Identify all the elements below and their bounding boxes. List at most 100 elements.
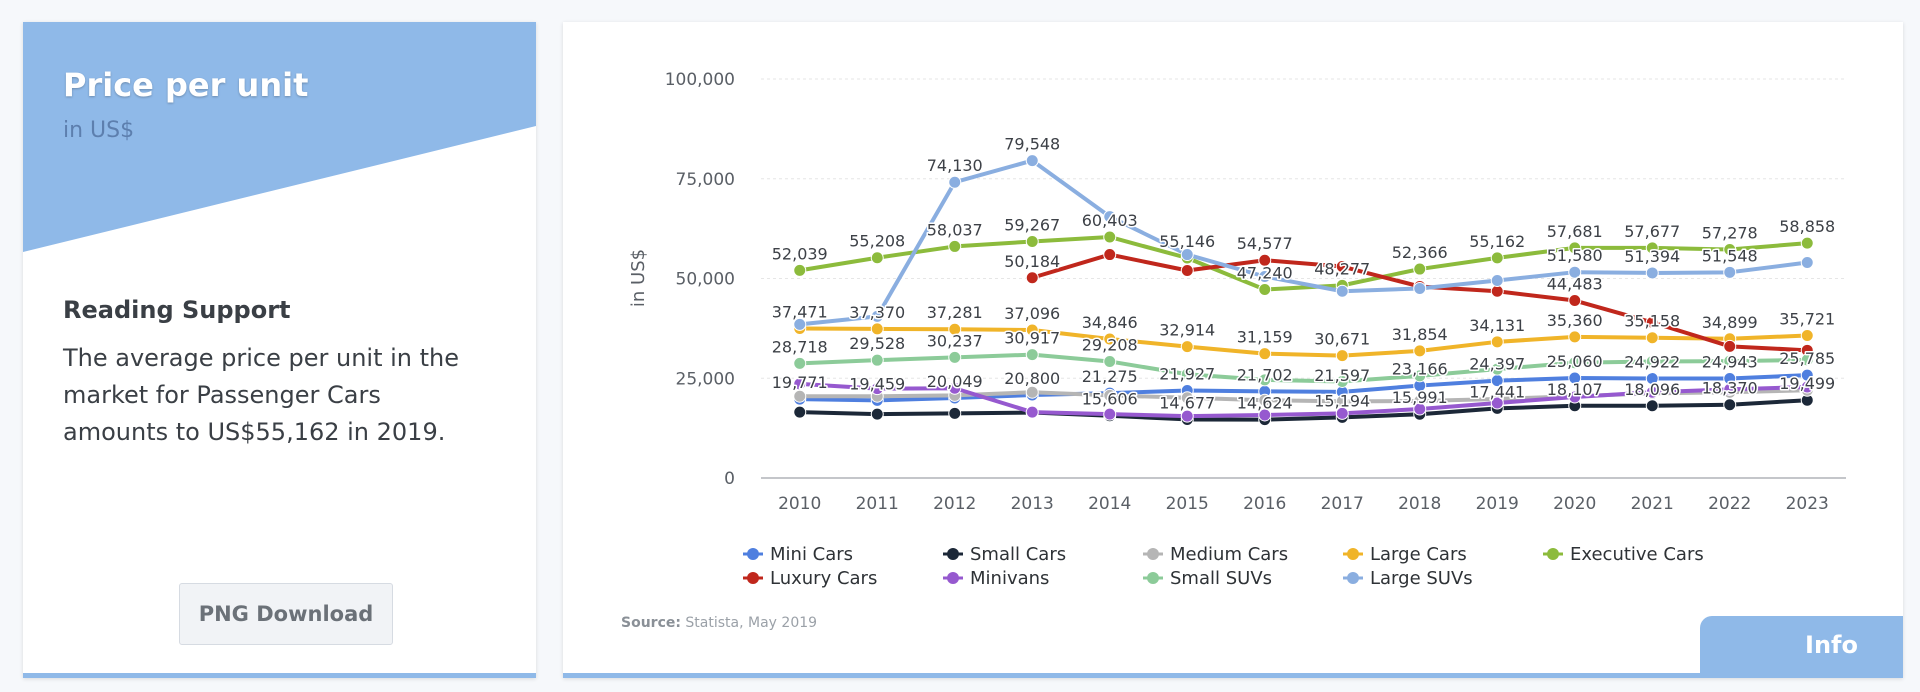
legend-marker: [1147, 548, 1159, 560]
data-point: [1103, 354, 1117, 368]
data-point: [1180, 264, 1194, 278]
legend-marker: [747, 548, 759, 560]
data-point: [1723, 339, 1737, 353]
data-point: [948, 406, 962, 420]
x-tick-label: 2010: [778, 494, 821, 514]
data-point: [948, 381, 962, 395]
data-label: 51,394: [1624, 247, 1680, 266]
data-point: [1180, 367, 1194, 381]
legend-label: Large Cars: [1370, 544, 1467, 565]
data-label: 52,366: [1392, 243, 1448, 262]
data-point: [1490, 362, 1504, 376]
data-point: [948, 322, 962, 336]
data-label: 51,580: [1547, 246, 1603, 265]
data-point: [1335, 349, 1349, 363]
data-point: [1645, 385, 1659, 399]
legend-marker: [1347, 548, 1359, 560]
data-point: [1568, 356, 1582, 370]
data-point: [1645, 399, 1659, 413]
data-point: [870, 309, 884, 323]
data-label: 57,681: [1547, 222, 1603, 241]
data-label: 21,702: [1237, 365, 1293, 384]
data-point: [1258, 393, 1272, 407]
data-label: 31,159: [1237, 328, 1293, 347]
data-point: [1335, 406, 1349, 420]
data-label: 57,278: [1702, 223, 1758, 242]
data-label: 15,606: [1082, 390, 1138, 409]
line-chart: 0 25,000 50,000 75,000 100,000 2010 2011 2012 20…: [628, 70, 1846, 589]
series-line: [797, 158, 1810, 327]
x-tick-label: 2012: [933, 494, 976, 514]
data-point: [1025, 323, 1039, 337]
data-point: [1103, 407, 1117, 421]
data-point: [1258, 270, 1272, 284]
data-label: 15,194: [1314, 391, 1370, 410]
data-point: [1800, 328, 1814, 342]
data-label: 50,184: [1004, 252, 1060, 271]
data-point: [1103, 230, 1117, 244]
data-label: 51,548: [1702, 246, 1758, 265]
x-tick-label: 2021: [1631, 494, 1674, 514]
data-label: 47,240: [1237, 264, 1293, 283]
data-label: 55,208: [849, 232, 905, 251]
data-point: [1490, 335, 1504, 349]
data-label: 34,899: [1702, 313, 1758, 332]
series-line: [797, 352, 1810, 384]
data-point: [1258, 347, 1272, 361]
y-axis-label: in US$: [628, 249, 649, 307]
data-label: 30,237: [927, 331, 983, 350]
x-tick-label: 2016: [1243, 494, 1286, 514]
data-point: [1645, 354, 1659, 368]
data-label: 37,471: [772, 302, 828, 321]
data-label: 48,277: [1314, 259, 1370, 278]
data-point: [1258, 253, 1272, 267]
data-point: [1258, 373, 1272, 387]
data-point: [1413, 344, 1427, 358]
data-point: [793, 356, 807, 370]
data-point: [870, 322, 884, 336]
legend-marker: [1347, 572, 1359, 584]
data-point: [1490, 251, 1504, 265]
data-point: [1025, 235, 1039, 249]
data-point: [1645, 372, 1659, 386]
series-line: [797, 398, 1810, 422]
data-label: 58,858: [1779, 217, 1835, 236]
data-label: 29,208: [1082, 335, 1138, 354]
y-tick-label: 25,000: [676, 369, 735, 389]
data-label: 55,146: [1159, 232, 1215, 251]
data-label: 30,917: [1004, 329, 1060, 348]
data-point: [870, 251, 884, 265]
data-label: 19,459: [849, 374, 905, 393]
data-point: [1103, 248, 1117, 262]
png-download-button[interactable]: PNG Download: [179, 583, 393, 645]
source-label: Source:: [621, 615, 681, 631]
legend-label: Mini Cars: [770, 544, 853, 565]
info-button[interactable]: Info: [1700, 616, 1903, 673]
data-label: 55,162: [1469, 232, 1525, 251]
data-point: [1490, 284, 1504, 298]
legend-marker: [947, 572, 959, 584]
data-point: [1723, 265, 1737, 279]
data-label: 21,275: [1082, 367, 1138, 386]
data-point: [1568, 294, 1582, 308]
data-point: [1258, 283, 1272, 297]
data-point: [1335, 260, 1349, 274]
data-point: [1723, 382, 1737, 396]
x-tick-label: 2022: [1708, 494, 1751, 514]
data-label: 34,131: [1469, 316, 1525, 335]
data-point: [1568, 390, 1582, 404]
data-point: [1723, 242, 1737, 256]
data-point: [1180, 340, 1194, 354]
source-text: Statista, May 2019: [685, 615, 818, 631]
x-tick-label: 2018: [1398, 494, 1441, 514]
data-label: 35,158: [1624, 312, 1680, 331]
data-point: [1800, 353, 1814, 367]
data-point: [1413, 281, 1427, 295]
data-point: [1645, 266, 1659, 280]
y-tick-label: 75,000: [676, 170, 735, 190]
y-tick-label: 0: [724, 469, 735, 489]
data-label: 52,039: [772, 244, 828, 263]
legend-label: Luxury Cars: [770, 568, 877, 589]
info-label: Info: [1805, 630, 1858, 659]
data-label: 35,360: [1547, 311, 1603, 330]
